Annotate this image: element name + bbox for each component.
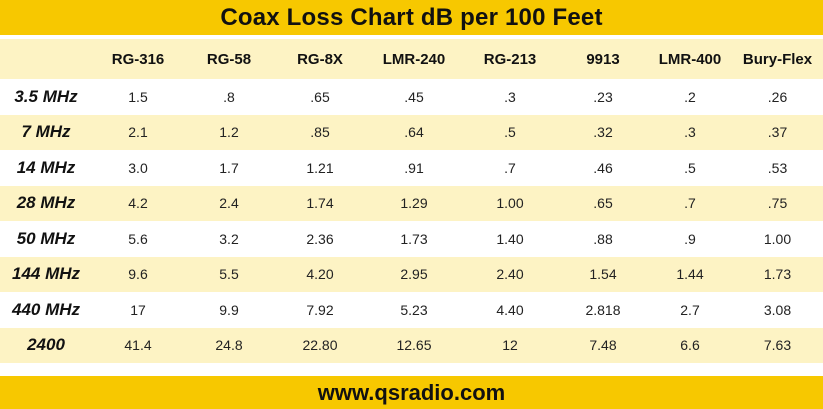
data-cell: 6.6 bbox=[680, 337, 700, 354]
table-row: 28 MHz 4.2 2.4 1.74 1.29 1.00 .65 .7 .75 bbox=[0, 185, 823, 221]
data-cell: 7.48 bbox=[589, 337, 617, 354]
data-cell: 4.20 bbox=[306, 266, 334, 283]
table-row: 2400 41.4 24.8 22.80 12.65 12 7.48 6.6 7.63 bbox=[0, 327, 823, 363]
data-cell: .45 bbox=[404, 88, 424, 105]
data-cell: 5.5 bbox=[219, 266, 239, 283]
data-cell: 1.54 bbox=[589, 266, 617, 283]
loss-table: RG-316 RG-58 RG-8X LMR-240 RG-213 9913 LMR-400… bbox=[0, 39, 823, 363]
data-cell: .2 bbox=[684, 88, 696, 105]
data-cell: 2.4 bbox=[219, 195, 239, 212]
table-row: 3.5 MHz 1.5 .8 .65 .45 .3 .23 .2 .26 bbox=[0, 79, 823, 115]
row-header: 28 MHz bbox=[16, 193, 76, 213]
table-row: 50 MHz 5.6 3.2 2.36 1.73 1.40 .88 .9 1.00 bbox=[0, 221, 823, 257]
row-header: 2400 bbox=[27, 335, 65, 355]
data-cell: .5 bbox=[684, 159, 696, 176]
data-cell: 24.8 bbox=[215, 337, 243, 354]
data-cell: .65 bbox=[310, 88, 330, 105]
column-header-lmr-400: LMR-400 bbox=[658, 50, 722, 68]
data-cell: 1.7 bbox=[219, 159, 239, 176]
row-header: 144 MHz bbox=[11, 264, 81, 284]
data-cell: 1.44 bbox=[676, 266, 704, 283]
data-cell: 12.65 bbox=[396, 337, 432, 354]
data-cell: .23 bbox=[593, 88, 613, 105]
data-cell: 1.5 bbox=[128, 88, 148, 105]
data-cell: .65 bbox=[593, 195, 613, 212]
data-cell: 2.7 bbox=[680, 301, 700, 318]
table-row: 14 MHz 3.0 1.7 1.21 .91 .7 .46 .5 .53 bbox=[0, 150, 823, 186]
data-cell: 1.00 bbox=[496, 195, 524, 212]
footer-url[interactable]: www.qsradio.com bbox=[317, 379, 506, 405]
header-row: RG-316 RG-58 RG-8X LMR-240 RG-213 9913 LMR-400… bbox=[0, 39, 823, 79]
data-cell: 1.74 bbox=[306, 195, 334, 212]
data-cell: .46 bbox=[593, 159, 613, 176]
data-cell: .64 bbox=[404, 124, 424, 141]
column-header-rg-213: RG-213 bbox=[483, 50, 537, 68]
data-cell: .7 bbox=[504, 159, 516, 176]
data-cell: 5.6 bbox=[128, 230, 148, 247]
data-cell: 1.21 bbox=[306, 159, 334, 176]
data-cell: 2.818 bbox=[585, 301, 621, 318]
data-cell: 4.2 bbox=[128, 195, 148, 212]
data-cell: 3.2 bbox=[219, 230, 239, 247]
data-cell: 4.40 bbox=[496, 301, 524, 318]
data-cell: 3.0 bbox=[128, 159, 148, 176]
data-cell: .9 bbox=[684, 230, 696, 247]
data-cell: 9.9 bbox=[219, 301, 239, 318]
column-header-lmr-240: LMR-240 bbox=[382, 50, 446, 68]
data-cell: 2.36 bbox=[306, 230, 334, 247]
column-header-9913: 9913 bbox=[586, 50, 620, 68]
data-cell: .32 bbox=[593, 124, 613, 141]
column-header-bury-flex: Bury-Flex bbox=[742, 50, 813, 68]
data-cell: .75 bbox=[767, 195, 788, 212]
corner-cell bbox=[0, 39, 92, 79]
data-cell: .3 bbox=[504, 88, 516, 105]
data-cell: 1.29 bbox=[400, 195, 428, 212]
data-cell: 1.2 bbox=[219, 124, 239, 141]
data-cell: 1.73 bbox=[400, 230, 428, 247]
data-cell: .53 bbox=[767, 159, 788, 176]
data-cell: 5.23 bbox=[400, 301, 428, 318]
data-cell: 2.1 bbox=[128, 124, 148, 141]
data-cell: .37 bbox=[767, 124, 788, 141]
data-cell: 7.63 bbox=[763, 337, 792, 354]
data-cell: .91 bbox=[404, 159, 424, 176]
table-row: 7 MHz 2.1 1.2 .85 .64 .5 .32 .3 .37 bbox=[0, 114, 823, 150]
data-cell: .85 bbox=[310, 124, 330, 141]
table-row: 144 MHz 9.6 5.5 4.20 2.95 2.40 1.54 1.44 1.73 bbox=[0, 256, 823, 292]
data-cell: 2.95 bbox=[400, 266, 428, 283]
data-cell: 12 bbox=[502, 337, 518, 354]
footer-bar: www.qsradio.com bbox=[0, 376, 823, 409]
data-cell: .7 bbox=[684, 195, 696, 212]
data-cell: 22.80 bbox=[302, 337, 338, 354]
row-header: 440 MHz bbox=[11, 299, 81, 319]
data-cell: .26 bbox=[767, 88, 788, 105]
data-cell: .88 bbox=[593, 230, 613, 247]
data-cell: 3.08 bbox=[763, 301, 792, 318]
row-header: 14 MHz bbox=[16, 157, 76, 177]
data-cell: .8 bbox=[223, 88, 235, 105]
data-cell: .3 bbox=[684, 124, 696, 141]
title-bar: Coax Loss Chart dB per 100 Feet bbox=[0, 0, 823, 35]
column-header-rg-316: RG-316 bbox=[111, 50, 165, 68]
table-row: 440 MHz 17 9.9 7.92 5.23 4.40 2.818 2.7 3.08 bbox=[0, 292, 823, 328]
data-cell: 7.92 bbox=[306, 301, 334, 318]
data-cell: 9.6 bbox=[128, 266, 148, 283]
data-cell: 2.40 bbox=[496, 266, 524, 283]
chart-title: Coax Loss Chart dB per 100 Feet bbox=[220, 3, 603, 31]
row-header: 7 MHz bbox=[21, 122, 71, 142]
column-header-rg-58: RG-58 bbox=[206, 50, 252, 68]
row-header: 50 MHz bbox=[16, 228, 76, 248]
data-cell: 17 bbox=[130, 301, 146, 318]
column-header-rg-8x: RG-8X bbox=[297, 50, 343, 68]
data-cell: 1.73 bbox=[763, 266, 792, 283]
data-cell: 1.40 bbox=[496, 230, 524, 247]
data-cell: 1.00 bbox=[763, 230, 792, 247]
data-cell: 41.4 bbox=[124, 337, 152, 354]
row-header: 3.5 MHz bbox=[14, 86, 78, 106]
data-cell: .5 bbox=[504, 124, 516, 141]
